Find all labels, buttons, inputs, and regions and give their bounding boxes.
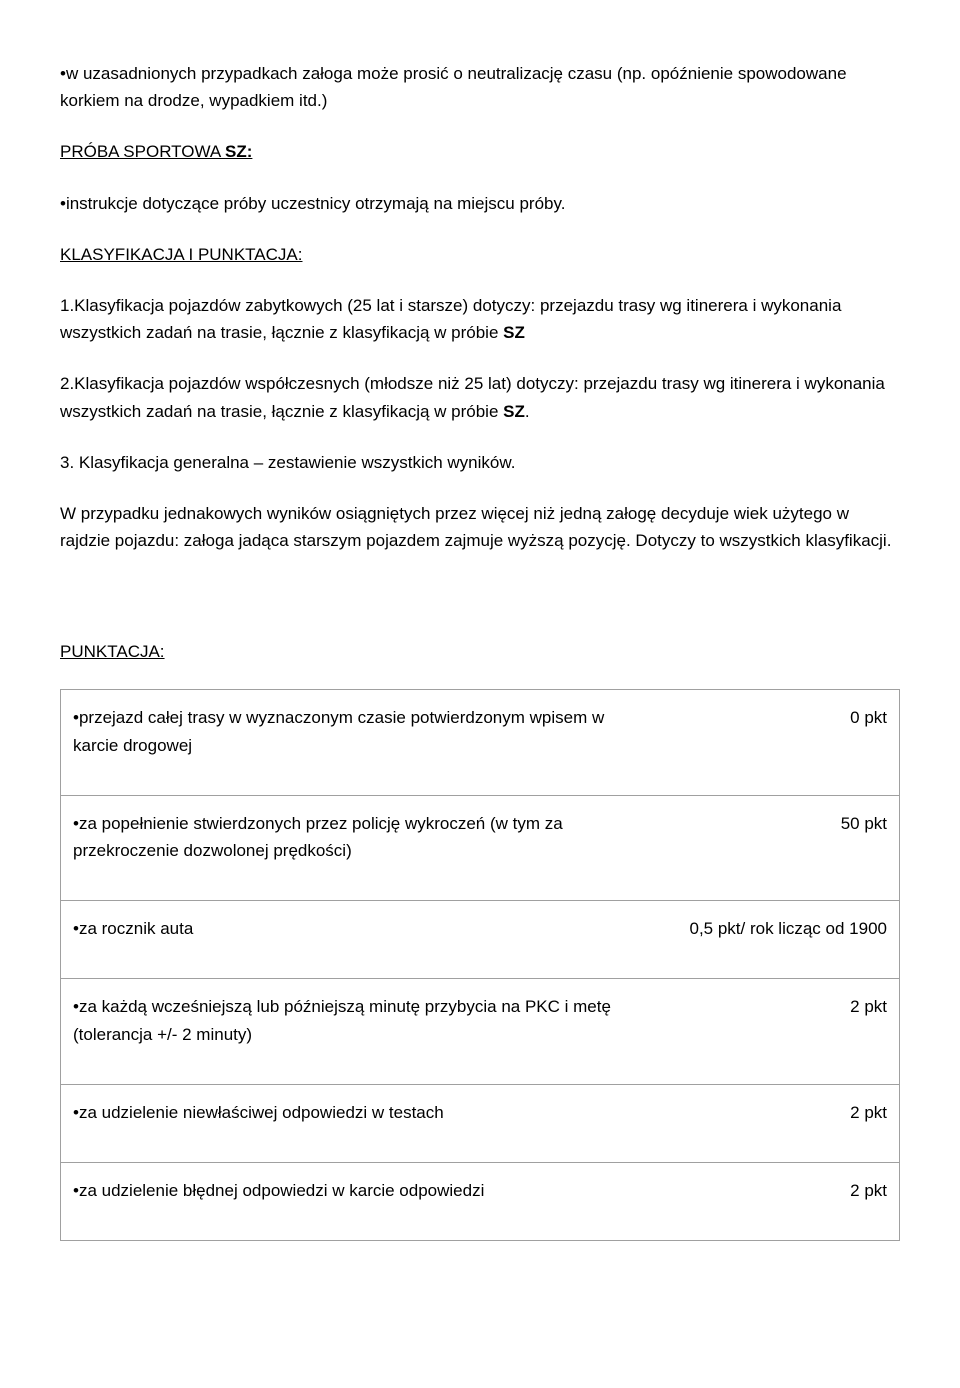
proba-heading: PRÓBA SPORTOWA SZ: (60, 138, 900, 165)
klas-item-2-suffix: . (525, 402, 530, 421)
klas-item-2: 2.Klasyfikacja pojazdów współczesnych (m… (60, 370, 900, 424)
klas-note: W przypadku jednakowych wyników osiągnię… (60, 500, 900, 554)
proba-heading-bold: SZ: (225, 142, 252, 161)
row-desc: •za udzielenie niewłaściwej odpowiedzi w… (61, 1084, 656, 1162)
proba-heading-prefix: PRÓBA SPORTOWA (60, 142, 225, 161)
row-points: 0 pkt (655, 690, 900, 795)
punktacja-heading: PUNKTACJA: (60, 638, 900, 665)
table-row: •przejazd całej trasy w wyznaczonym czas… (61, 690, 900, 795)
row-desc: •za każdą wcześniejszą lub późniejszą mi… (61, 979, 656, 1084)
row-desc: •przejazd całej trasy w wyznaczonym czas… (61, 690, 656, 795)
row-desc: •za popełnienie stwierdzonych przez poli… (61, 795, 656, 900)
row-points: 0,5 pkt/ rok licząc od 1900 (655, 901, 900, 979)
row-points: 50 pkt (655, 795, 900, 900)
proba-line: •instrukcje dotyczące próby uczestnicy o… (60, 190, 900, 217)
klasyfikacja-heading: KLASYFIKACJA I PUNKTACJA: (60, 241, 900, 268)
row-points: 2 pkt (655, 979, 900, 1084)
klas-item-2-text: 2.Klasyfikacja pojazdów współczesnych (m… (60, 374, 885, 420)
table-row: •za rocznik auta 0,5 pkt/ rok licząc od … (61, 901, 900, 979)
klas-item-3: 3. Klasyfikacja generalna – zestawienie … (60, 449, 900, 476)
punktacja-table: •przejazd całej trasy w wyznaczonym czas… (60, 689, 900, 1241)
klas-item-2-bold: SZ (503, 402, 525, 421)
klas-item-1-text: 1.Klasyfikacja pojazdów zabytkowych (25 … (60, 296, 841, 342)
row-desc: •za udzielenie błędnej odpowiedzi w karc… (61, 1162, 656, 1240)
table-row: •za każdą wcześniejszą lub późniejszą mi… (61, 979, 900, 1084)
table-row: •za udzielenie niewłaściwej odpowiedzi w… (61, 1084, 900, 1162)
row-points: 2 pkt (655, 1162, 900, 1240)
table-row: •za popełnienie stwierdzonych przez poli… (61, 795, 900, 900)
klas-item-1: 1.Klasyfikacja pojazdów zabytkowych (25 … (60, 292, 900, 346)
klas-item-1-bold: SZ (503, 323, 525, 342)
row-points: 2 pkt (655, 1084, 900, 1162)
intro-paragraph: •w uzasadnionych przypadkach załoga może… (60, 60, 900, 114)
row-desc: •za rocznik auta (61, 901, 656, 979)
table-row: •za udzielenie błędnej odpowiedzi w karc… (61, 1162, 900, 1240)
